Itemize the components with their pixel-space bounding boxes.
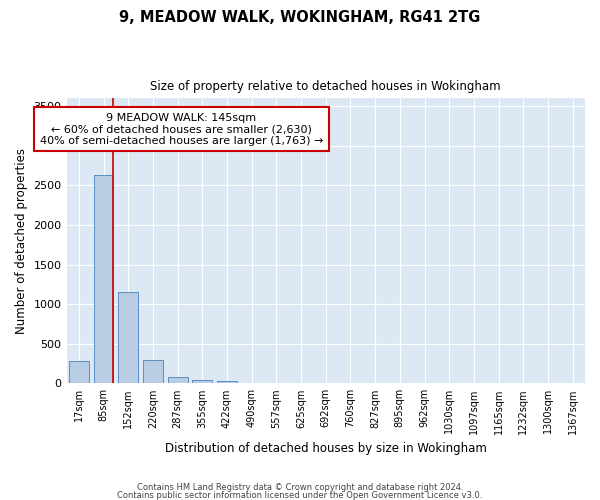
Bar: [94, 175, 113, 384]
Bar: [143, 360, 163, 384]
Bar: [168, 376, 188, 384]
Text: 9, MEADOW WALK, WOKINGHAM, RG41 2TG: 9, MEADOW WALK, WOKINGHAM, RG41 2TG: [119, 10, 481, 25]
Text: Contains HM Land Registry data © Crown copyright and database right 2024.: Contains HM Land Registry data © Crown c…: [137, 484, 463, 492]
Text: 9 MEADOW WALK: 145sqm
← 60% of detached houses are smaller (2,630)
40% of semi-d: 9 MEADOW WALK: 145sqm ← 60% of detached …: [40, 112, 323, 146]
X-axis label: Distribution of detached houses by size in Wokingham: Distribution of detached houses by size …: [165, 442, 487, 455]
Bar: [217, 381, 237, 384]
Text: Contains public sector information licensed under the Open Government Licence v3: Contains public sector information licen…: [118, 490, 482, 500]
Bar: [193, 380, 212, 384]
Bar: [69, 360, 89, 384]
Title: Size of property relative to detached houses in Wokingham: Size of property relative to detached ho…: [151, 80, 501, 93]
Bar: [118, 292, 138, 384]
Y-axis label: Number of detached properties: Number of detached properties: [15, 148, 28, 334]
